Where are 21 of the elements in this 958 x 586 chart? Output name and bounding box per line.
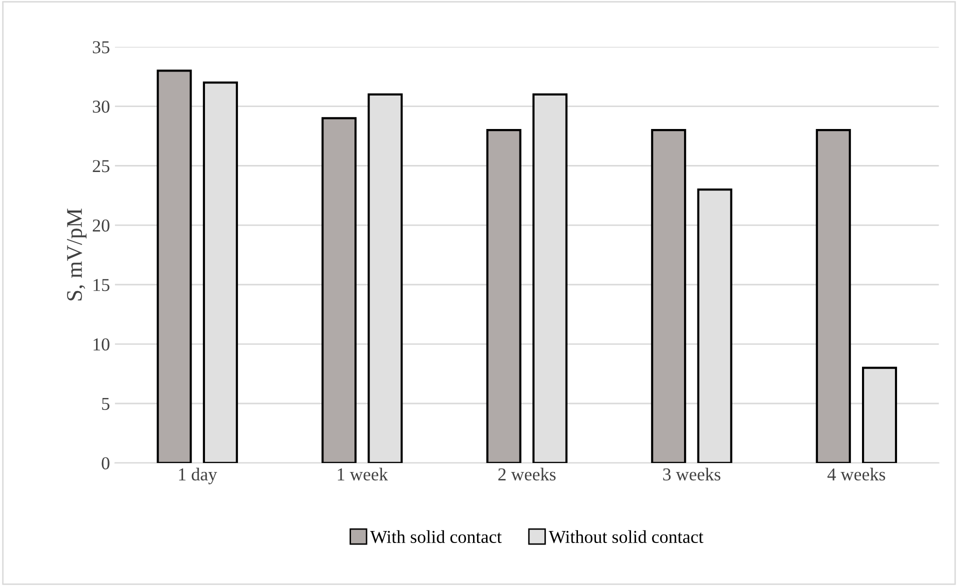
- bar: [816, 129, 851, 463]
- x-tick-label: 1 week: [338, 468, 388, 481]
- y-tick-label: 15: [94, 278, 110, 292]
- y-tick-label: 20: [92, 219, 110, 232]
- bar: [156, 70, 192, 463]
- legend-label: With solid contact: [370, 530, 502, 544]
- bar: [651, 129, 686, 463]
- x-tick-label: 1 day: [179, 468, 218, 484]
- bar: [486, 129, 522, 463]
- y-tick-label: 5: [102, 398, 110, 410]
- y-tick-label: 35: [92, 41, 110, 54]
- x-tick-label: 3 weeks: [663, 468, 720, 481]
- y-tick-label: 0: [102, 457, 110, 470]
- y-tick-label: 10: [94, 338, 110, 351]
- x-tick-label: 2 weeks: [498, 468, 556, 481]
- y-axis-title: S, mV/pM: [67, 208, 86, 300]
- bar: [322, 117, 357, 463]
- legend-label: Without solid contact: [548, 530, 704, 544]
- x-tick-label: 4 weeks: [827, 468, 886, 481]
- y-tick-label: 30: [92, 100, 110, 113]
- y-tick-label: 25: [92, 160, 110, 172]
